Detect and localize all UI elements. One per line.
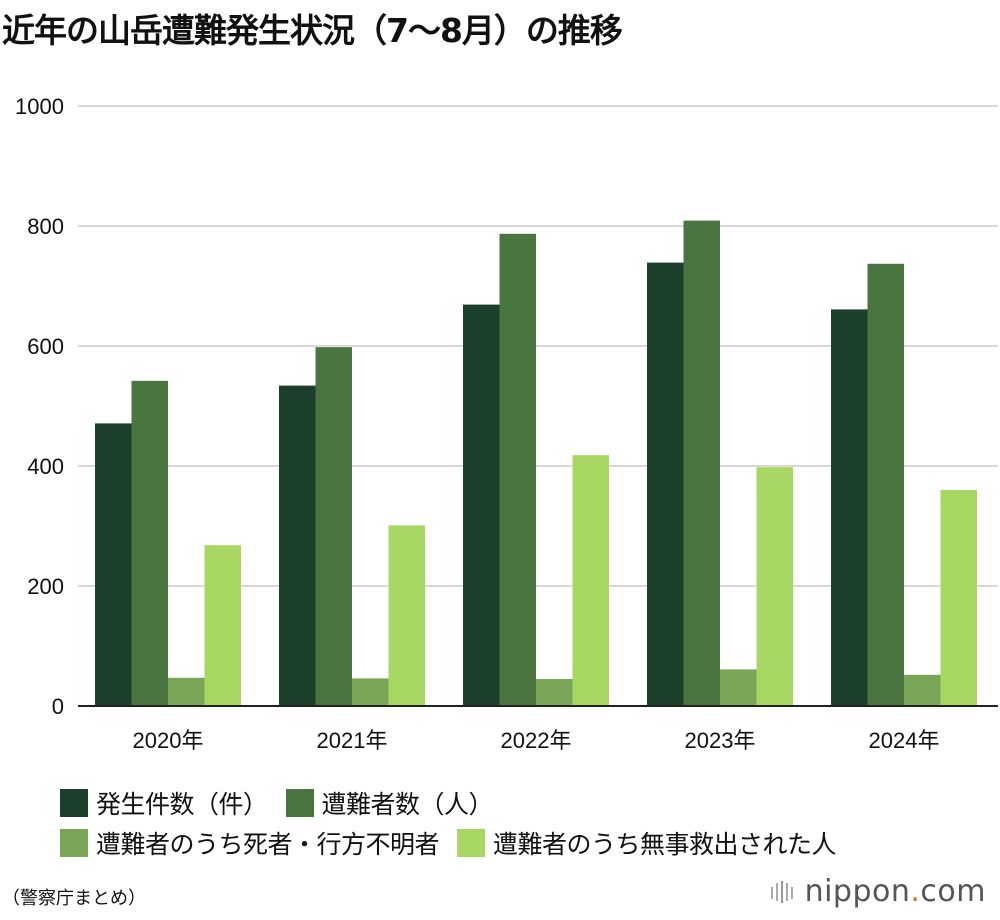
x-tick-label: 2021年 <box>317 728 388 753</box>
y-tick-label: 1000 <box>15 94 64 119</box>
bar-4-2024年 <box>940 490 977 706</box>
legend-item-incidents: 発生件数（件） <box>60 785 268 821</box>
bar-4-2022年 <box>572 455 609 706</box>
y-tick-label: 200 <box>27 574 64 599</box>
brand-name: nippon <box>804 874 911 909</box>
bar-chart: 0 200 400 600 800 1000 2020年 2021年 2022年 2023年 202… <box>15 94 998 753</box>
y-tick-label: 400 <box>27 454 64 479</box>
bar-4-2020年 <box>204 545 241 706</box>
brand-mark-icon <box>769 879 795 905</box>
x-tick-label: 2023年 <box>685 728 756 753</box>
bar-3-2020年 <box>168 677 205 706</box>
source-note: （警察庁まとめ） <box>2 888 146 909</box>
legend-item-victims: 遭難者数（人） <box>285 785 494 821</box>
x-tick-label: 2020年 <box>133 728 204 753</box>
y-tick-label: 800 <box>27 214 64 239</box>
bar-1-2021年 <box>279 385 316 706</box>
x-tick-label: 2022年 <box>501 728 572 753</box>
brand-suffix: com <box>920 874 986 909</box>
y-tick-label: 600 <box>27 334 64 359</box>
bar-2-2021年 <box>315 347 352 706</box>
bar-3-2024年 <box>904 674 941 706</box>
bar-3-2022年 <box>536 679 573 706</box>
legend-item-dead-missing: 遭難者のうち死者・行方不明者 <box>60 825 440 861</box>
bar-4-2021年 <box>388 525 425 706</box>
bar-2-2020年 <box>131 380 168 706</box>
bar-1-2022年 <box>463 304 500 706</box>
legend-row-2: 遭難者のうち死者・行方不明者 遭難者のうち無事救出された人 <box>60 823 1000 863</box>
y-tick-label: 0 <box>52 694 64 719</box>
legend-item-rescued: 遭難者のうち無事救出された人 <box>457 825 837 861</box>
bar-1-2023年 <box>647 262 684 706</box>
bar-1-2020年 <box>95 423 132 706</box>
bar-3-2021年 <box>352 678 389 706</box>
brand-logo: nippon. com <box>769 874 986 909</box>
legend-row-1: 発生件数（件） 遭難者数（人） <box>60 783 1000 823</box>
legend-swatch-rescued <box>457 829 486 857</box>
bar-3-2023年 <box>720 669 757 706</box>
bar-1-2024年 <box>831 309 868 706</box>
legend-swatch-dead-missing <box>60 829 88 857</box>
x-tick-label: 2024年 <box>869 728 940 753</box>
legend-swatch-victims <box>285 789 314 817</box>
legend: 発生件数（件） 遭難者数（人） 遭難者のうち死者・行方不明者 遭難者のうち無事救… <box>60 783 1000 863</box>
bar-2-2023年 <box>683 220 720 706</box>
legend-label-incidents: 発生件数（件） <box>96 790 268 819</box>
bar-2-2024年 <box>867 263 904 706</box>
brand-dot: . <box>910 874 921 909</box>
chart-title: 近年の山岳遭難発生状況（7〜8月）の推移 <box>2 11 623 50</box>
legend-label-dead-missing: 遭難者のうち死者・行方不明者 <box>96 830 440 859</box>
legend-label-victims: 遭難者数（人） <box>321 790 494 819</box>
legend-swatch-incidents <box>60 789 88 817</box>
legend-label-rescued: 遭難者のうち無事救出された人 <box>493 830 837 859</box>
bar-2-2022年 <box>499 233 536 707</box>
bar-4-2023年 <box>756 467 793 706</box>
